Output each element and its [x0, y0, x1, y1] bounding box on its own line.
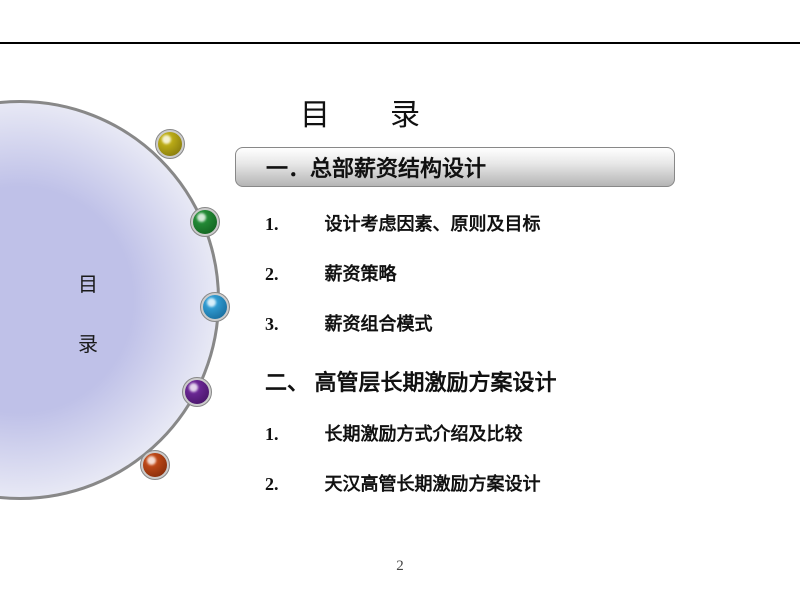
arc-ring [0, 100, 220, 500]
item-1-3: 3. 薪资组合模式 [265, 310, 433, 336]
section-1-number: 一． [266, 151, 310, 183]
bead-4 [143, 453, 167, 477]
page-title: 目录 [300, 90, 480, 134]
bead-2 [203, 295, 227, 319]
item-2-1-num: 1. [265, 424, 320, 445]
item-2-1-text: 长期激励方式介绍及比较 [325, 424, 523, 444]
side-label-lu: 录 [78, 328, 98, 357]
item-1-2-text: 薪资策略 [325, 264, 397, 284]
bead-0 [158, 132, 182, 156]
top-divider [0, 42, 800, 44]
item-1-2: 2. 薪资策略 [265, 260, 397, 286]
side-label-mu: 目 [78, 268, 98, 297]
item-2-2: 2. 天汉高管长期激励方案设计 [265, 470, 541, 496]
bead-1 [193, 210, 217, 234]
decorative-arc [0, 100, 220, 500]
item-1-3-num: 3. [265, 314, 320, 335]
section-2-title: 高管层长期激励方案设计 [315, 370, 557, 395]
section-2-heading: 二、 高管层长期激励方案设计 [265, 365, 557, 397]
section-1-title: 总部薪资结构设计 [310, 151, 486, 183]
item-1-2-num: 2. [265, 264, 320, 285]
section-2-number: 二、 [265, 370, 309, 395]
item-1-1-text: 设计考虑因素、原则及目标 [325, 214, 541, 234]
section-1-bar: 一． 总部薪资结构设计 [235, 147, 675, 187]
item-1-1: 1. 设计考虑因素、原则及目标 [265, 210, 541, 236]
bead-3 [185, 380, 209, 404]
item-2-2-text: 天汉高管长期激励方案设计 [325, 474, 541, 494]
item-2-1: 1. 长期激励方式介绍及比较 [265, 420, 523, 446]
item-1-3-text: 薪资组合模式 [325, 314, 433, 334]
item-1-1-num: 1. [265, 214, 320, 235]
page-number: 2 [0, 558, 800, 575]
item-2-2-num: 2. [265, 474, 320, 495]
